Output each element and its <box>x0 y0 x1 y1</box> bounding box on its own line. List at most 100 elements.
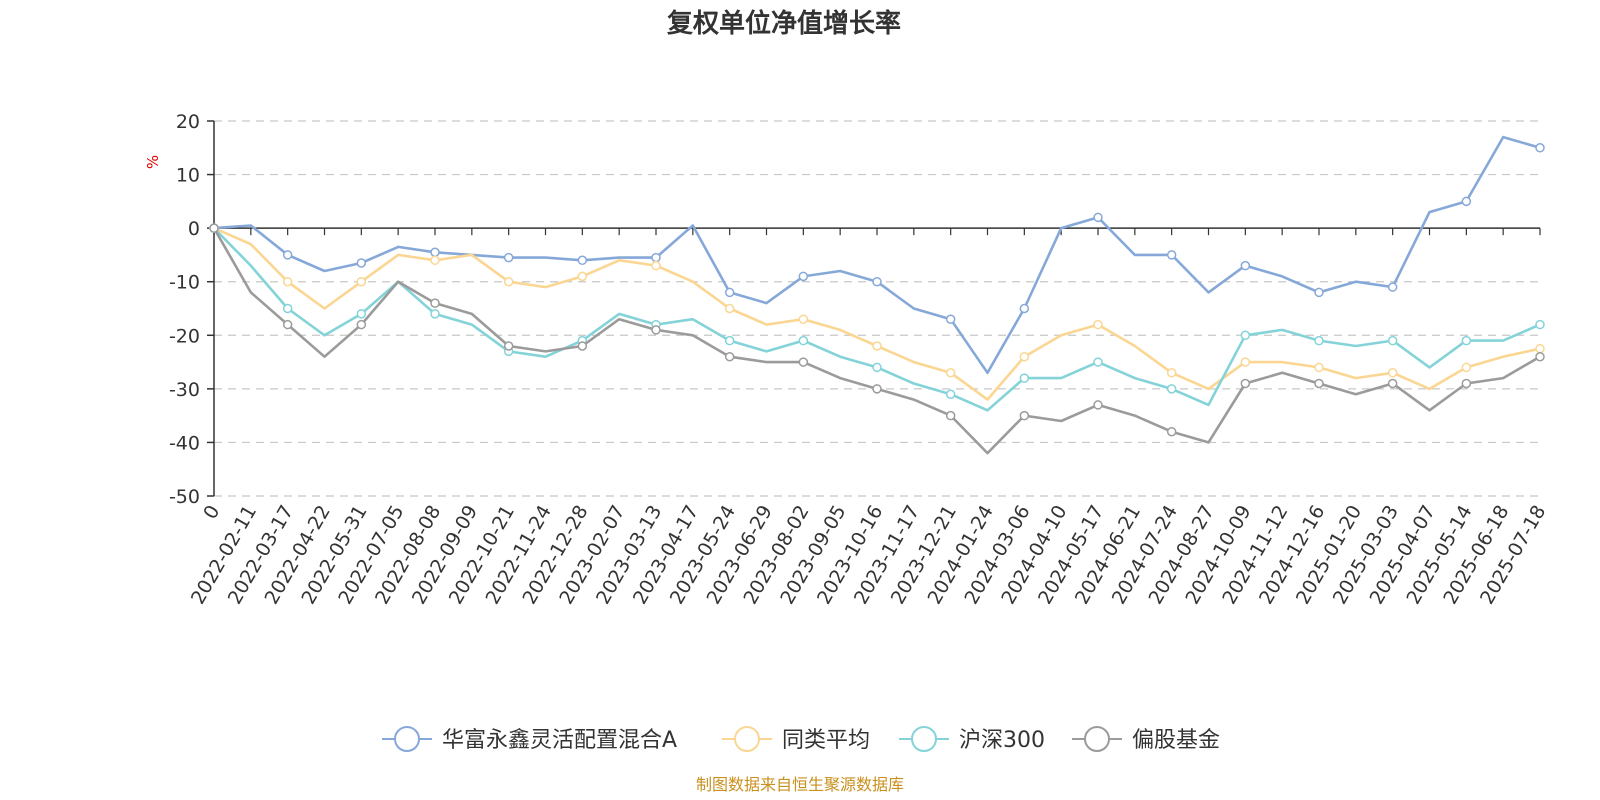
data-point <box>1461 362 1472 373</box>
data-point <box>724 351 735 362</box>
data-point <box>282 319 293 330</box>
data-point <box>1387 368 1398 378</box>
legend: 华富永鑫灵活配置混合A 同类平均 沪深300 偏股基金 <box>382 726 1220 753</box>
data-point <box>1166 426 1177 437</box>
data-point <box>282 250 293 260</box>
legend-item[interactable]: 偏股基金 <box>1072 726 1220 753</box>
series-line <box>212 227 1541 455</box>
data-point <box>577 271 588 282</box>
data-point <box>1461 378 1472 389</box>
data-point <box>1240 260 1251 271</box>
data-point <box>651 260 661 271</box>
chart-title: 复权单位净值增长率 <box>667 8 901 39</box>
data-point <box>1019 373 1030 383</box>
legend-label: 沪深300 <box>959 728 1045 753</box>
data-point <box>356 258 367 268</box>
legend-label: 华富永鑫灵活配置混合A <box>442 728 677 753</box>
y-tick-label: -50 <box>169 486 200 508</box>
legend-label: 偏股基金 <box>1132 728 1220 753</box>
data-point <box>1535 319 1545 330</box>
legend-label: 同类平均 <box>782 728 870 753</box>
y-tick-label: -10 <box>169 272 200 294</box>
data-point <box>430 247 440 257</box>
y-tick-label: 20 <box>176 111 200 133</box>
x-tick-label: 0 <box>199 502 224 523</box>
data-point <box>798 271 809 282</box>
data-point <box>1019 410 1030 421</box>
y-tick-label: 0 <box>188 218 200 240</box>
legend-item[interactable]: 沪深300 <box>899 726 1045 753</box>
data-point <box>1240 330 1251 341</box>
data-point <box>1240 378 1251 389</box>
y-tick-label: -20 <box>169 325 200 347</box>
data-point <box>1314 335 1324 346</box>
y-tick-label: -40 <box>169 432 200 454</box>
legend-item[interactable]: 华富永鑫灵活配置混合A <box>382 726 677 753</box>
data-point <box>503 252 514 263</box>
data-point <box>282 276 293 287</box>
data-point <box>945 410 956 421</box>
data-point <box>724 287 735 298</box>
data-point <box>1535 351 1545 362</box>
source-note: 制图数据来自恒生聚源数据库 <box>696 775 904 794</box>
data-point <box>798 335 809 346</box>
data-point <box>1387 378 1398 389</box>
data-point <box>1461 335 1472 346</box>
series-line <box>213 226 1541 401</box>
data-point <box>798 357 809 367</box>
data-point <box>430 298 440 308</box>
data-point <box>872 341 882 351</box>
series-line <box>213 227 1541 412</box>
data-point <box>872 362 882 373</box>
data-point <box>1093 319 1103 330</box>
data-point <box>1314 378 1324 389</box>
data-point <box>724 303 735 314</box>
data-point <box>1166 250 1177 260</box>
data-point <box>1314 287 1324 298</box>
data-point <box>1019 351 1030 362</box>
legend-marker <box>1084 726 1110 752</box>
data-point <box>282 303 293 314</box>
data-point <box>577 255 588 266</box>
data-point <box>356 319 367 330</box>
data-point <box>1093 357 1103 367</box>
data-point <box>872 276 882 287</box>
data-point <box>1166 368 1177 378</box>
data-point <box>651 325 661 335</box>
data-point <box>1535 343 1545 354</box>
data-point <box>356 309 367 319</box>
data-point <box>1314 362 1324 373</box>
y-tick-label: 10 <box>176 165 200 187</box>
data-point <box>1387 335 1398 346</box>
data-point <box>724 335 735 346</box>
data-point <box>945 314 956 324</box>
data-point <box>1019 303 1030 314</box>
series-line <box>213 135 1541 375</box>
data-point <box>577 341 588 351</box>
data-point <box>1535 143 1545 153</box>
data-point <box>651 252 661 263</box>
data-point <box>945 389 956 399</box>
data-point <box>430 255 440 266</box>
data-point <box>1240 357 1251 367</box>
data-point <box>356 276 367 287</box>
series-lines <box>209 135 1545 455</box>
y-unit-label: % <box>144 155 162 169</box>
legend-marker <box>911 726 937 752</box>
legend-marker <box>394 726 420 752</box>
y-tick-label: -30 <box>169 379 200 401</box>
data-point <box>1166 384 1177 394</box>
data-point <box>945 368 956 378</box>
y-axis: 20 10 0 -10 -20 -30 -40 -50 <box>169 111 215 508</box>
data-point <box>503 276 514 287</box>
data-point <box>430 309 440 319</box>
data-point <box>798 314 809 324</box>
data-point <box>1093 400 1103 410</box>
data-point <box>872 384 882 394</box>
data-point <box>1461 196 1472 207</box>
legend-item[interactable]: 同类平均 <box>722 726 870 753</box>
data-point <box>503 341 514 351</box>
data-point <box>1387 282 1398 292</box>
data-point <box>209 223 219 233</box>
